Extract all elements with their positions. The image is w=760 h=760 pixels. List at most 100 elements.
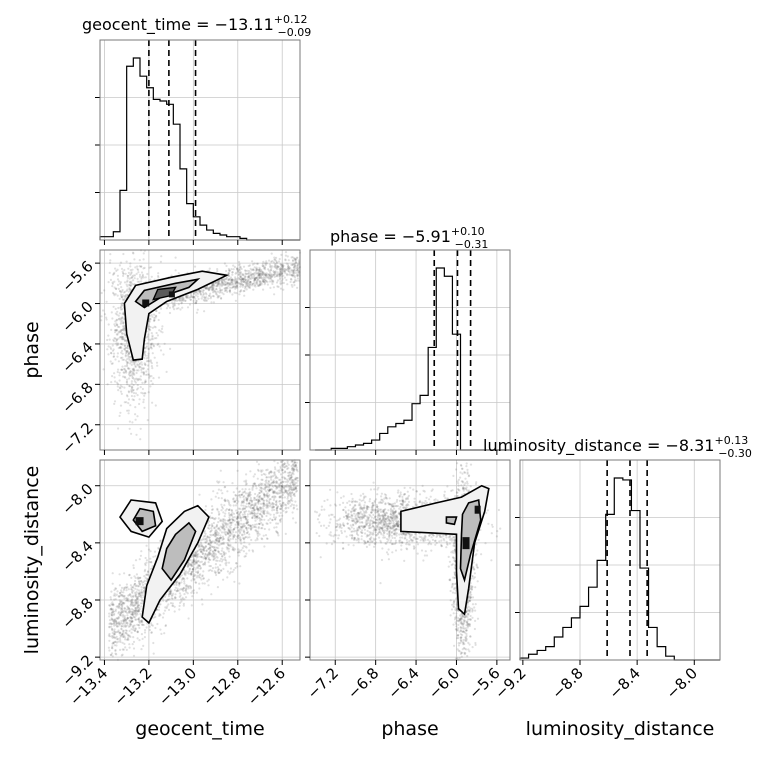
sample-point <box>127 274 130 278</box>
sample-point <box>131 421 134 424</box>
sample-point <box>260 473 263 476</box>
sample-point <box>128 367 131 370</box>
sample-point <box>126 285 129 288</box>
sample-point <box>121 335 124 338</box>
sample-point <box>153 319 156 322</box>
sample-point <box>291 491 294 494</box>
sample-point <box>192 295 195 299</box>
sample-point <box>184 299 187 302</box>
sample-point <box>165 307 168 310</box>
sample-point <box>221 288 224 292</box>
sample-point <box>150 343 153 346</box>
sample-point <box>284 254 287 257</box>
sample-point <box>210 526 213 530</box>
sample-point <box>201 295 204 298</box>
sample-point <box>232 504 235 507</box>
sample-point <box>292 269 295 272</box>
sample-point <box>211 283 214 286</box>
sample-point <box>126 362 129 365</box>
sample-point <box>207 552 210 555</box>
sample-point <box>128 288 131 291</box>
sample-point <box>121 615 125 618</box>
sample-point <box>296 508 299 511</box>
sample-point <box>274 266 277 270</box>
sample-point <box>248 280 252 283</box>
sample-point <box>180 581 183 584</box>
sample-point <box>219 536 222 539</box>
sample-point <box>120 625 123 628</box>
sample-point <box>216 283 219 286</box>
sample-point <box>265 469 268 472</box>
sample-point <box>258 274 261 277</box>
sample-point <box>111 281 114 284</box>
sample-point <box>120 392 123 395</box>
sample-point <box>282 288 285 291</box>
sample-point <box>211 285 214 288</box>
sample-point <box>289 280 292 283</box>
sample-point <box>223 287 226 290</box>
sample-point <box>147 354 150 357</box>
sample-point <box>158 329 161 332</box>
sample-point <box>192 291 195 294</box>
sample-point <box>126 395 129 398</box>
sample-point <box>262 267 265 270</box>
sample-point <box>258 276 261 279</box>
sample-point <box>150 342 153 345</box>
sample-point <box>221 278 224 281</box>
sample-point <box>224 287 227 290</box>
sample-point <box>121 296 124 299</box>
sample-point <box>190 570 193 574</box>
sample-point <box>214 541 217 545</box>
sample-point <box>258 523 261 526</box>
sample-point <box>293 281 296 284</box>
sample-point <box>239 275 242 279</box>
sample-point <box>222 481 225 484</box>
sample-point <box>103 289 106 292</box>
sample-point <box>258 276 261 279</box>
sample-point <box>273 258 276 261</box>
sample-point <box>112 355 116 358</box>
sample-point <box>202 293 205 296</box>
sample-point <box>237 500 240 503</box>
sample-point <box>282 480 285 483</box>
sample-point <box>227 283 231 286</box>
sample-point <box>215 533 219 536</box>
sample-point <box>159 330 162 333</box>
sample-point <box>217 282 220 285</box>
sample-point <box>145 626 148 629</box>
sample-point <box>201 289 205 292</box>
sample-point <box>235 286 238 289</box>
sample-point <box>222 518 225 521</box>
sample-point <box>285 262 288 265</box>
sample-point <box>231 281 234 284</box>
sample-point <box>218 294 221 298</box>
sample-point <box>123 607 126 610</box>
sample-point <box>125 371 128 374</box>
sample-point <box>146 573 149 577</box>
sample-point <box>256 268 259 271</box>
sample-point <box>262 272 265 275</box>
sample-point <box>261 527 264 530</box>
sample-point <box>226 531 229 534</box>
sample-point <box>178 297 182 300</box>
sample-point <box>141 602 144 605</box>
sample-point <box>258 268 261 271</box>
sample-point <box>118 289 122 293</box>
sample-point <box>266 275 269 278</box>
sample-point <box>112 340 116 343</box>
sample-point <box>119 306 122 309</box>
sample-point <box>131 376 134 379</box>
sample-point <box>147 356 150 359</box>
sample-point <box>257 274 261 277</box>
sample-point <box>106 348 109 351</box>
sample-point <box>232 284 235 287</box>
sample-point <box>194 297 197 300</box>
sample-point <box>135 388 139 391</box>
sample-point <box>132 654 136 657</box>
sample-point <box>111 572 114 575</box>
sample-point <box>215 559 218 562</box>
sample-point <box>148 266 151 269</box>
sample-point <box>123 268 126 272</box>
sample-point <box>228 269 231 272</box>
sample-point <box>225 286 228 289</box>
